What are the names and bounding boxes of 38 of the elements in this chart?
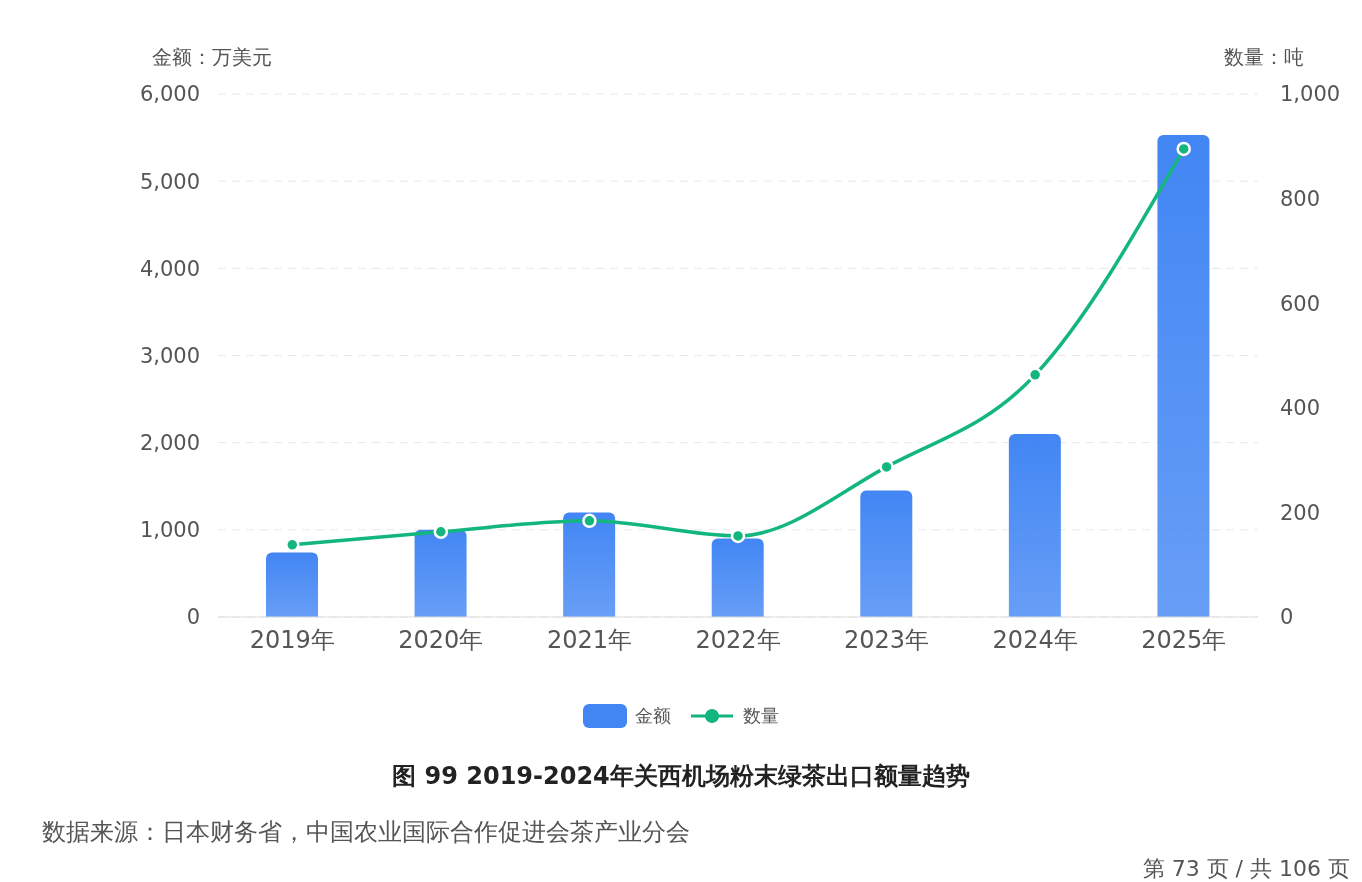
y2-axis-title: 数量：吨 (1224, 44, 1304, 71)
y2-tick-label: 800 (1280, 187, 1321, 212)
x-tick-label: 2024年 (992, 626, 1078, 655)
y-tick-label: 4,000 (139, 256, 200, 281)
y-tick-label: 3,000 (139, 343, 200, 368)
y2-tick-label: 400 (1280, 396, 1321, 421)
y2-tick-label: 1,000 (1280, 82, 1341, 107)
y-axis-title: 金额：万美元 (152, 44, 272, 71)
bar (266, 552, 318, 617)
point (582, 513, 597, 529)
bar (414, 529, 467, 617)
point (1176, 141, 1191, 157)
bar (563, 512, 616, 617)
y2-tick-label: 0 (1280, 605, 1294, 630)
point (730, 528, 746, 544)
bar (1008, 433, 1061, 617)
x-tick-label: 2023年 (844, 626, 930, 655)
legend-label: 金额 (635, 704, 671, 728)
bar (711, 538, 764, 617)
text: 第 73 页 / 共 106 页 (1142, 855, 1350, 882)
bar (860, 490, 913, 617)
x-tick-label: 2020年 (398, 626, 484, 655)
y-tick-label: 5,000 (139, 169, 200, 194)
y2-tick-label: 200 (1280, 500, 1321, 525)
bar (1157, 134, 1210, 617)
x-tick-label: 2022年 (695, 626, 781, 655)
y-tick-label: 1,000 (139, 518, 200, 543)
x-tick-label: 2021年 (546, 626, 632, 655)
legend-label: 数量 (743, 704, 779, 728)
x-tick-label: 2025年 (1141, 626, 1227, 655)
y-tick-label: 6,000 (139, 82, 200, 107)
source-note: 数据来源：日本财务省，中国农业国际合作促进会茶产业分会 (42, 817, 690, 848)
y2-tick-label: 600 (1280, 291, 1321, 316)
text: 图 99 2019-2024年关西机场粉末绿茶出口额量趋势 (391, 761, 971, 792)
point (1027, 367, 1043, 383)
y-tick-label: 0 (186, 605, 200, 630)
y-tick-label: 2,000 (139, 431, 200, 456)
x-tick-label: 2019年 (249, 626, 335, 655)
